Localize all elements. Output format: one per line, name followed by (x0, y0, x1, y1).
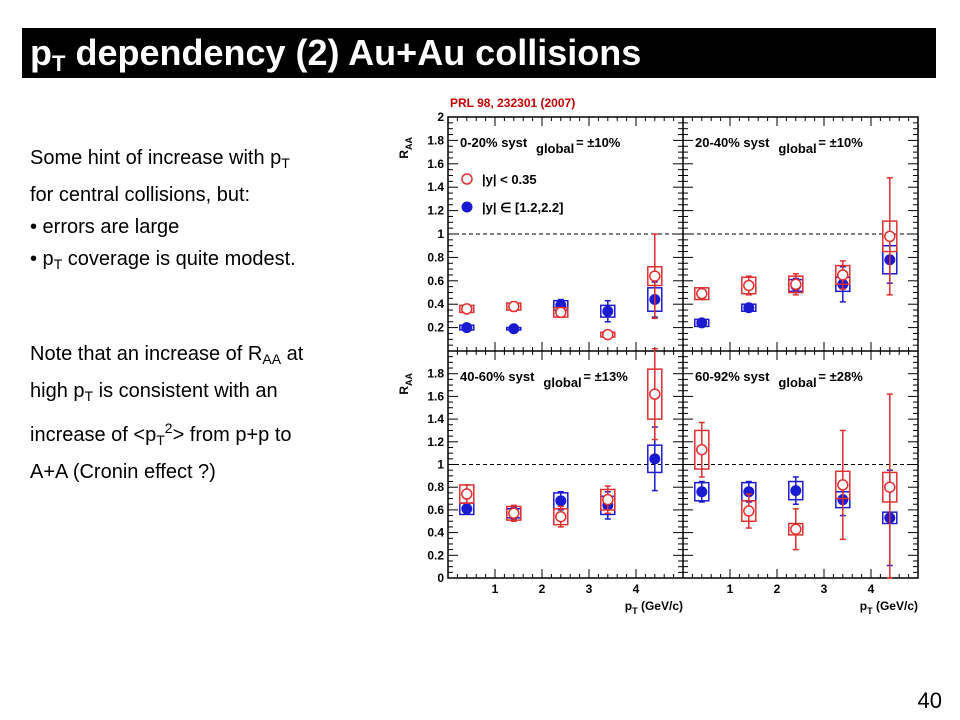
y-tick-label: 0.6 (427, 503, 444, 517)
legend-filled-label: |y| ∈ [1.2,2.2] (482, 200, 563, 215)
open-point (743, 505, 755, 517)
y-tick-label: 0.8 (427, 480, 444, 494)
x-axis-label: pT (GeV/c) (860, 599, 918, 616)
panel-label: 20-40% syst (695, 135, 770, 150)
open-point (837, 269, 849, 281)
open-point (649, 388, 661, 400)
filled-point (696, 486, 708, 498)
y-tick-label: 0.2 (427, 321, 444, 335)
open-point (555, 510, 567, 523)
slide-title-bar: pT dependency (2) Au+Au collisions (22, 28, 936, 78)
filled-point (461, 503, 473, 515)
open-point (743, 279, 755, 292)
open-point (790, 278, 802, 291)
y-tick-label: 1.2 (427, 435, 444, 449)
panel-label-value: = ±10% (818, 135, 863, 150)
open-point (508, 507, 520, 520)
text-block-hint: Some hint of increase with pT for centra… (30, 142, 296, 280)
text-line: • pT coverage is quite modest. (30, 248, 296, 272)
text-line: high pT is consistent with an (30, 380, 278, 404)
text-line: Some hint of increase with pT (30, 147, 290, 171)
reference-label: PRL 98, 232301 (2007) (450, 96, 576, 110)
open-point (461, 303, 473, 315)
open-point (696, 287, 708, 300)
open-point (837, 479, 849, 491)
x-tick-label: 2 (539, 582, 546, 596)
y-tick-label: 1.8 (427, 367, 444, 381)
text-line: A+A (Cronin effect ?) (30, 461, 216, 483)
y-tick-label: 0.6 (427, 274, 444, 288)
panel-label-value: = ±10% (576, 135, 621, 150)
x-axis-label: pT (GeV/c) (625, 599, 683, 616)
open-point (884, 481, 896, 493)
x-tick-label: 4 (868, 582, 875, 596)
filled-point (790, 485, 802, 497)
panel-label-sub: global (536, 141, 574, 156)
x-tick-label: 3 (586, 582, 593, 596)
text-block-note: Note that an increase of RAA at high pT … (30, 338, 303, 488)
open-point (696, 443, 708, 456)
page-number: 40 (917, 688, 942, 713)
open-point (790, 523, 802, 535)
slide-title: pT dependency (2) Au+Au collisions (30, 32, 642, 76)
panel-label-value: = ±13% (583, 369, 628, 384)
y-tick-label: 0.4 (427, 297, 444, 311)
open-point (508, 300, 520, 313)
y-tick-label: 1 (437, 458, 444, 472)
x-tick-label: 2 (774, 582, 781, 596)
y-tick-label: 0.4 (427, 526, 444, 540)
y-tick-label: 1.6 (427, 389, 444, 403)
filled-point (555, 495, 567, 507)
y-tick-label: 1.2 (427, 204, 444, 218)
y-tick-label: 0.2 (427, 548, 444, 562)
y-axis-label: RAA (397, 373, 414, 395)
filled-point (508, 323, 520, 335)
text-line: for central collisions, but: (30, 184, 251, 206)
y-tick-label: 1.8 (427, 133, 444, 147)
panel-label: 40-60% syst (460, 369, 535, 384)
panel-label-sub: global (778, 141, 816, 156)
y-axis-label: RAA (397, 137, 414, 159)
panel-label-value: = ±28% (818, 369, 863, 384)
legend-open-label: |y| < 0.35 (482, 172, 537, 187)
x-tick-label: 1 (492, 582, 499, 596)
open-point (884, 230, 896, 243)
filled-point (461, 322, 473, 334)
panel-label: 60-92% syst (695, 369, 770, 384)
y-tick-label: 1.4 (427, 180, 444, 194)
y-tick-label: 1 (437, 227, 444, 241)
legend-filled-marker (461, 201, 473, 213)
panel-label-sub: global (543, 375, 581, 390)
open-point (649, 270, 661, 282)
x-tick-label: 4 (633, 582, 640, 596)
filled-point (649, 453, 661, 465)
panel-label: 0-20% syst (460, 135, 528, 150)
panel-label-sub: global (778, 375, 816, 390)
filled-point (743, 302, 755, 314)
open-point (602, 328, 614, 341)
filled-point (696, 317, 708, 329)
open-point (602, 493, 614, 506)
y-tick-label: 2 (437, 110, 444, 124)
y-tick-label: 0 (437, 571, 444, 585)
open-point (461, 488, 473, 500)
text-line: • errors are large (30, 216, 180, 238)
text-line: increase of <pT2> from p+p to (30, 420, 292, 448)
x-tick-label: 1 (727, 582, 734, 596)
y-tick-label: 1.6 (427, 157, 444, 171)
filled-point (602, 305, 614, 317)
y-tick-label: 0.8 (427, 250, 444, 264)
x-tick-label: 3 (821, 582, 828, 596)
open-point (555, 306, 567, 319)
y-tick-label: 1.4 (427, 412, 444, 426)
legend-open-marker (461, 173, 473, 185)
text-line: Note that an increase of RAA at (30, 343, 304, 367)
